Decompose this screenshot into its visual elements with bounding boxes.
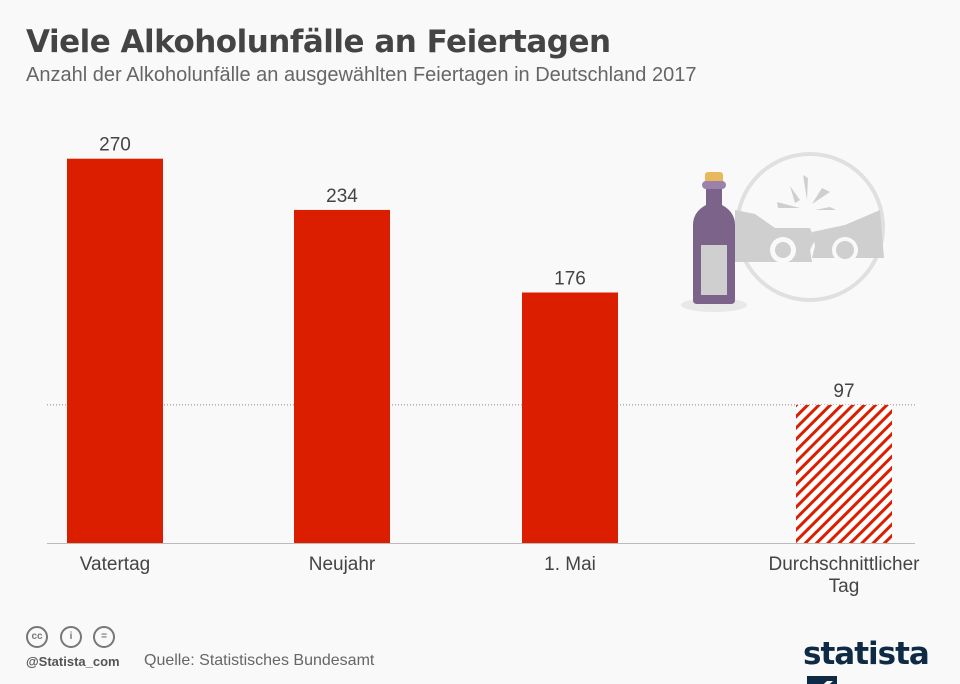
data-label: 234: [326, 186, 358, 207]
attribution-icon: i: [60, 626, 82, 648]
chart-title: Viele Alkoholunfälle an Feiertagen: [26, 24, 611, 60]
bar-1: [294, 209, 390, 543]
statista-logo-mark-icon: [807, 676, 837, 684]
category-label: Vatertag: [80, 554, 150, 575]
statista-handle[interactable]: @Statista_com: [26, 654, 120, 669]
creative-commons-icon: cc: [26, 626, 48, 648]
data-label: 270: [99, 135, 131, 156]
category-label: Tag: [829, 576, 860, 597]
category-label: 1. Mai: [544, 554, 596, 575]
drunk-driving-illustration: [681, 152, 885, 312]
category-label: Durchschnittlicher: [769, 554, 921, 575]
source-note: Quelle: Statistisches Bundesamt: [144, 652, 375, 669]
bar-3: [796, 404, 892, 543]
no-derivatives-icon: =: [93, 626, 115, 648]
statista-logo[interactable]: statista: [803, 636, 960, 684]
bar-2: [522, 292, 618, 543]
car-crash-icon: [735, 175, 884, 262]
data-label: 97: [833, 381, 854, 402]
wine-bottle-icon: [693, 172, 735, 304]
category-label: Neujahr: [309, 554, 376, 575]
data-label: 176: [554, 268, 586, 289]
bar-0: [67, 158, 163, 543]
chart-subtitle: Anzahl der Alkoholunfälle an ausgewählte…: [26, 64, 697, 86]
